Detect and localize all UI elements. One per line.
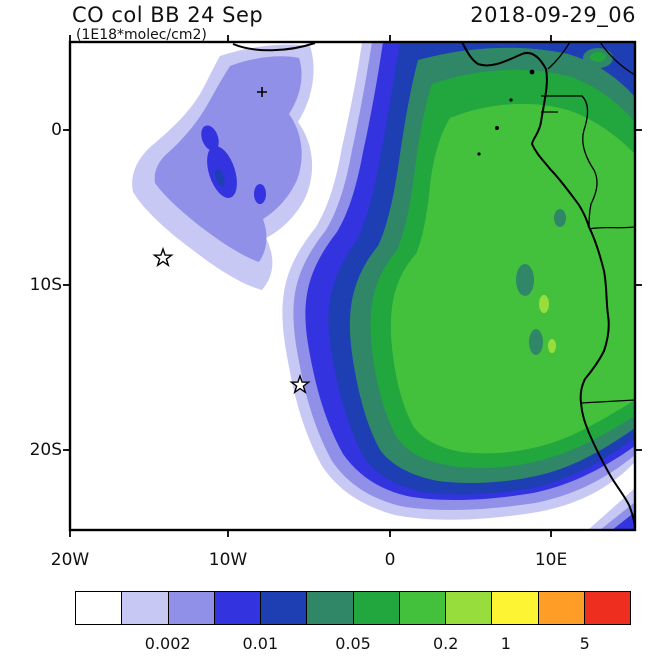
colorbar-cell	[76, 592, 123, 624]
colorbar-cell	[399, 592, 446, 624]
colorbar-cell	[261, 592, 308, 624]
y-tick-label: 10S	[29, 275, 62, 295]
border-line	[541, 95, 598, 228]
contour-speckle-teal	[554, 209, 566, 227]
contour-speckle-teal	[529, 329, 543, 355]
map-frame	[68, 40, 637, 532]
border-line	[588, 226, 636, 230]
colorbar-tick-label: 0.01	[242, 634, 279, 653]
plot-datetime: 2018-09-29_06	[470, 3, 636, 27]
colorbar-cell	[538, 592, 585, 624]
colorbar-cell	[446, 592, 493, 624]
contour-wing-blue-core	[201, 125, 219, 151]
star-marker	[289, 373, 311, 395]
colorbar-cell	[492, 592, 539, 624]
star-marker	[152, 246, 174, 268]
island-dot	[477, 152, 481, 156]
contour-level-7	[390, 103, 635, 454]
x-tick-label: 20W	[50, 550, 90, 570]
colorbar-cell	[214, 592, 261, 624]
plot-title: CO col BB 24 Sep	[72, 3, 264, 27]
x-tick-label: 0	[384, 550, 396, 570]
plus-marker	[257, 87, 267, 97]
colorbar-cell	[307, 592, 354, 624]
colorbar-cell	[168, 592, 215, 624]
border-line	[580, 399, 636, 404]
colorbar-tick-label: 0.002	[144, 634, 191, 653]
x-tick-label: 10E	[534, 550, 568, 570]
contour-speckle-green	[590, 52, 606, 62]
contour-wing-blue-core	[207, 146, 237, 198]
colorbar-tick-label: 0.05	[335, 634, 371, 653]
colorbar	[75, 591, 631, 625]
y-tick-label: 20S	[29, 440, 62, 460]
map-markers	[152, 87, 311, 395]
coastline-africa	[461, 41, 636, 530]
y-tick-label: 0	[51, 120, 62, 140]
contour-corner-level-3	[612, 512, 635, 530]
colorbar-tick-label: 1	[500, 634, 511, 653]
colorbar-tick-label: 5	[579, 634, 590, 653]
contour-wing-darkblue-core	[215, 169, 225, 187]
contour-speckle-teal	[516, 264, 534, 296]
country-borders	[541, 41, 636, 404]
contour-speckle-lightgreen	[548, 339, 556, 353]
contour-wing-blue-core	[254, 184, 266, 204]
islands	[477, 69, 535, 156]
island-dot	[509, 98, 513, 102]
border-line	[599, 41, 636, 76]
colorbar-cell	[584, 592, 630, 624]
border-line	[547, 41, 571, 70]
colorbar-cell	[122, 592, 169, 624]
plot-units: (1E18*molec/cm2)	[76, 27, 207, 43]
colorbar-cell	[353, 592, 400, 624]
colorbar-tick-label: 0.2	[432, 634, 459, 653]
contour-speckle-lightgreen	[539, 295, 549, 313]
island-dot	[495, 126, 499, 130]
map-canvas	[63, 35, 642, 537]
x-tick-label: 10W	[208, 550, 248, 570]
island-dot	[529, 69, 535, 75]
coastline-west-africa	[232, 42, 316, 52]
